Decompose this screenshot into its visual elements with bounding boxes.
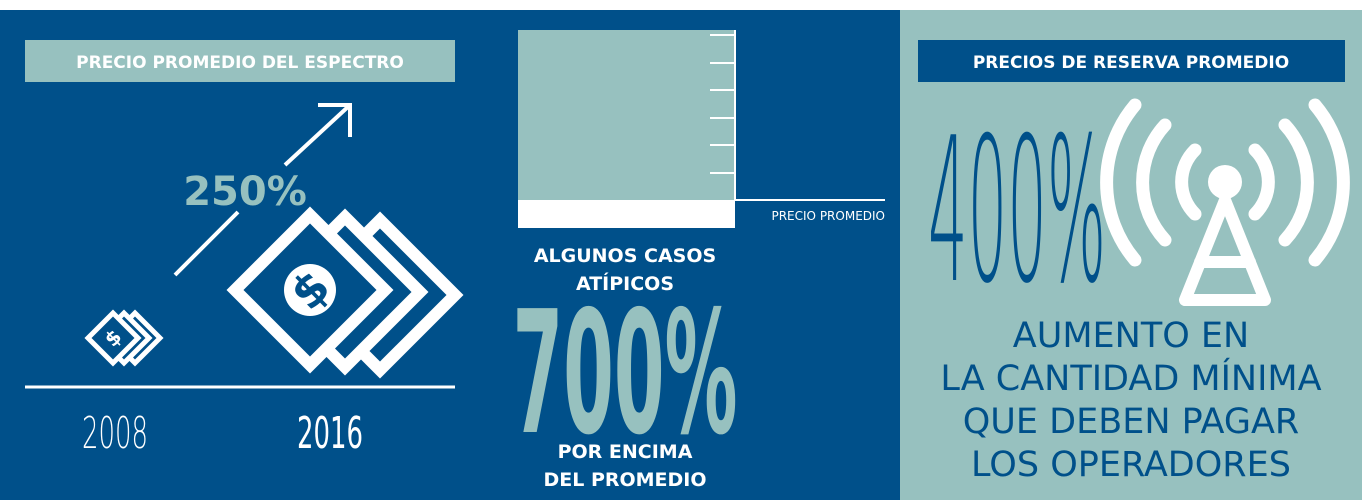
scale-ticks xyxy=(710,30,885,201)
caption-line: LOS OPERADORES xyxy=(971,445,1291,485)
heading-line: ATÍPICOS xyxy=(576,272,674,295)
label-box xyxy=(25,40,455,82)
reference-label: PRECIO PROMEDIO xyxy=(771,209,885,223)
caption-line: AUMENTO EN xyxy=(1013,316,1249,356)
money-small: $ xyxy=(84,309,164,367)
heading-line: ALGUNOS CASOS xyxy=(534,245,716,267)
growth-figure: 250% xyxy=(183,169,307,215)
year-label: 2008 xyxy=(82,408,148,459)
left-background xyxy=(0,10,900,500)
growth-arrow xyxy=(173,103,352,277)
label-box xyxy=(918,40,1345,82)
caption-line: QUE DEBEN PAGAR xyxy=(963,402,1299,442)
panel-label: PRECIOS DE RESERVA PROMEDIO xyxy=(973,53,1289,73)
footer-line: POR ENCIMA xyxy=(558,441,693,463)
average-bar xyxy=(518,200,735,228)
panel-label: PRECIO PROMEDIO DEL ESPECTRO xyxy=(76,53,404,73)
year-label: 2016 xyxy=(297,408,363,459)
caption-line: LA CANTIDAD MÍNIMA xyxy=(940,357,1321,399)
footer-line: DEL PROMEDIO xyxy=(543,469,706,491)
money-large: $ xyxy=(226,206,464,379)
outlier-figure: 700% xyxy=(513,275,738,473)
reserve-figure: 400% xyxy=(928,95,1106,328)
outlier-bar xyxy=(518,30,735,200)
antenna-icon xyxy=(1100,98,1350,306)
